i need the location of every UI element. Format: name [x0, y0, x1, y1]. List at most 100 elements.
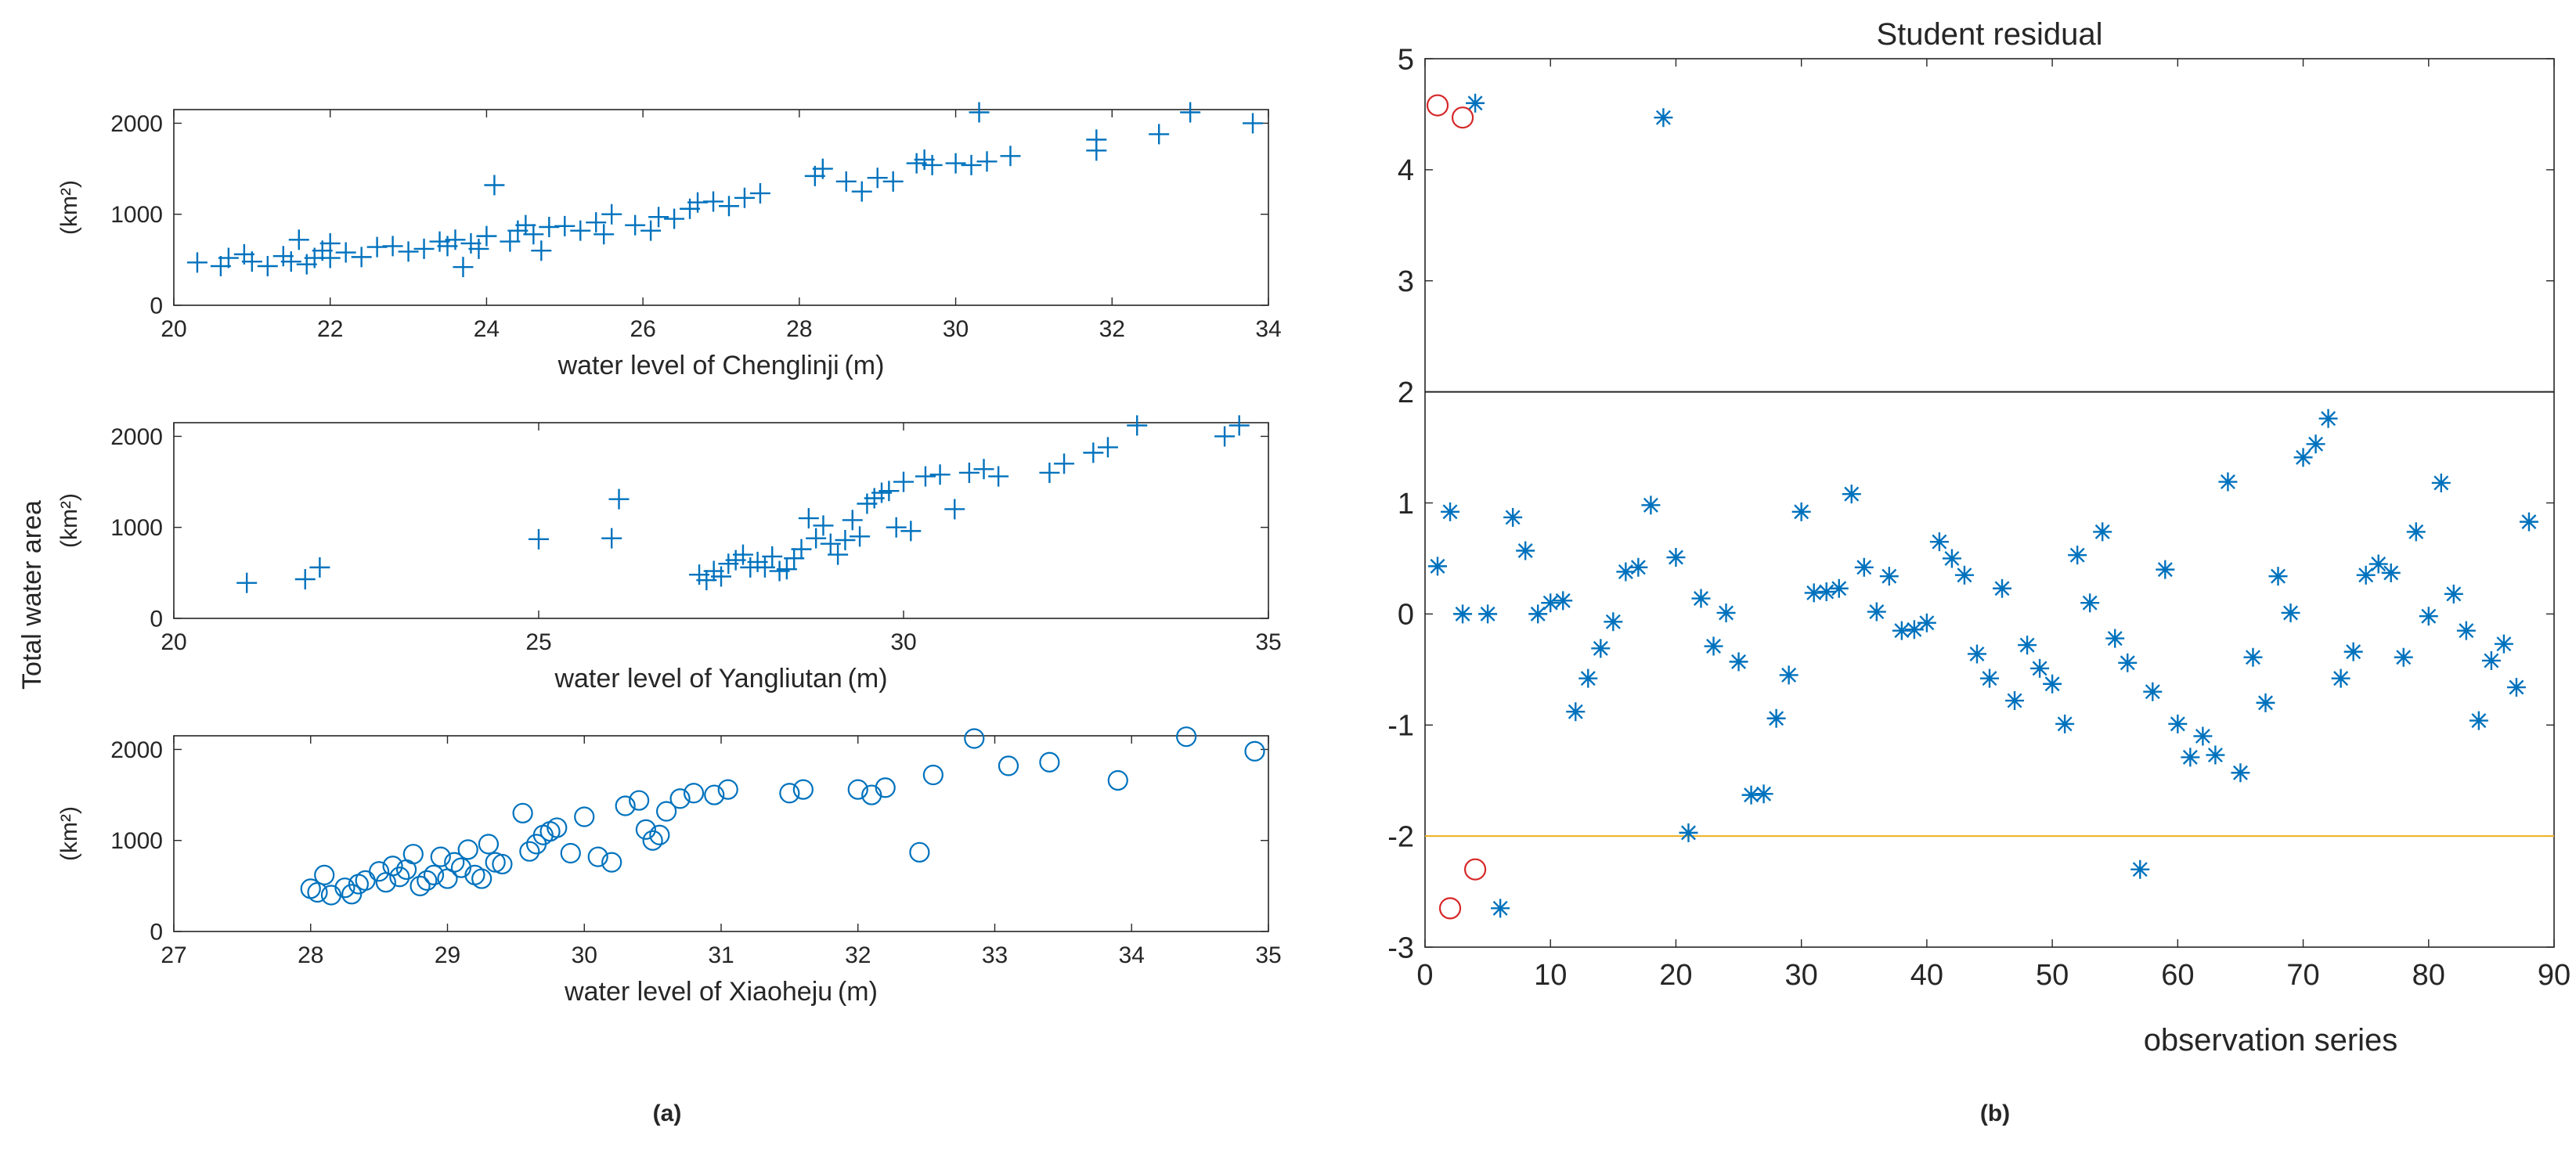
data-point — [1754, 784, 1773, 804]
y-tick-label: 3 — [1398, 265, 1414, 298]
data-point — [574, 806, 595, 827]
data-point — [958, 462, 980, 483]
data-point — [1180, 102, 1201, 123]
data-point — [1616, 562, 1636, 582]
data-point — [711, 566, 731, 587]
y-tick-label: 5 — [1398, 43, 1414, 76]
data-point — [1516, 541, 1535, 560]
outlier-point — [1451, 106, 1474, 129]
data-point — [762, 546, 783, 567]
data-point — [906, 153, 927, 174]
data-point — [413, 238, 435, 259]
data-point — [669, 788, 691, 809]
y-tick-label: -2 — [1387, 820, 1414, 853]
data-point — [382, 856, 403, 877]
outlier-point — [1426, 94, 1449, 117]
data-point — [1779, 665, 1799, 685]
data-point — [879, 481, 900, 502]
data-point — [704, 784, 725, 805]
data-point — [570, 220, 591, 241]
data-point — [847, 779, 868, 800]
data-point — [703, 191, 724, 212]
data-point — [893, 471, 914, 492]
x-tick-label: 26 — [630, 316, 655, 342]
x-tick-label: 31 — [708, 942, 734, 968]
data-point — [369, 861, 390, 882]
data-point — [945, 153, 966, 174]
data-point — [2181, 748, 2200, 767]
data-point — [2506, 678, 2526, 697]
x-tick-label: 50 — [2036, 959, 2069, 992]
x-tick-label: 32 — [1099, 316, 1125, 342]
data-point — [2331, 668, 2351, 688]
x-axis-label-yangliutan: water level of Yangliutan (m) — [554, 664, 887, 694]
data-point — [601, 852, 622, 873]
data-point — [792, 779, 814, 800]
data-point — [314, 864, 335, 886]
x-tick-label: 28 — [298, 942, 323, 968]
axes-box-yangliutan — [173, 422, 1269, 619]
data-point — [2268, 567, 2288, 586]
data-point — [1453, 604, 1473, 624]
data-point — [341, 884, 363, 905]
data-point — [1704, 636, 1723, 656]
data-point — [2406, 522, 2426, 542]
data-point — [587, 846, 608, 867]
data-point — [2156, 560, 2175, 579]
data-point — [1503, 507, 1523, 527]
data-point — [882, 171, 904, 192]
data-point — [294, 569, 316, 589]
data-point — [791, 539, 812, 560]
data-point — [417, 870, 438, 891]
data-point — [2394, 647, 2413, 667]
data-point — [554, 215, 575, 236]
outlier-point — [1463, 858, 1487, 881]
data-point — [307, 881, 328, 903]
data-point — [976, 151, 998, 172]
x-axis-label-xiaoheju: water level of Xiaoheju (m) — [564, 977, 878, 1007]
data-point — [664, 208, 685, 229]
data-point — [915, 466, 936, 487]
data-point — [1566, 702, 1586, 722]
data-point — [1867, 602, 1886, 622]
data-point — [1086, 129, 1107, 150]
data-point — [309, 557, 330, 578]
data-point — [2168, 714, 2188, 733]
data-point — [1967, 644, 1986, 664]
data-point — [460, 232, 482, 254]
data-point — [2243, 647, 2263, 667]
x-tick-label: 10 — [1534, 959, 1567, 992]
data-point — [828, 544, 849, 565]
data-point — [2318, 409, 2338, 428]
data-point — [2105, 629, 2125, 648]
data-point — [2431, 473, 2451, 492]
data-point — [468, 238, 489, 259]
data-point — [1691, 589, 1711, 608]
data-point — [851, 181, 872, 202]
data-point — [382, 236, 403, 257]
data-point — [2206, 745, 2225, 765]
x-tick-label: 30 — [1785, 959, 1818, 992]
data-point — [615, 795, 636, 816]
data-point — [1716, 603, 1736, 622]
data-point — [457, 839, 478, 860]
data-point — [776, 559, 797, 580]
data-point — [547, 817, 568, 838]
x-tick-label: 20 — [1659, 959, 1692, 992]
data-point — [2093, 522, 2112, 542]
data-point — [2118, 653, 2138, 672]
data-point — [998, 755, 1019, 776]
x-tick-label: 29 — [435, 942, 460, 968]
data-point — [512, 802, 533, 823]
chart-chenglinji: 20 22 24 26 28 30 32 34 0 1000 2000 water level of … — [56, 102, 1282, 380]
data-point — [2143, 682, 2163, 701]
data-point — [1879, 567, 1899, 586]
data-point — [749, 182, 770, 204]
x-tick-label: 34 — [1255, 316, 1281, 342]
data-point — [1892, 621, 1911, 640]
data-point — [2456, 621, 2476, 640]
data-point — [445, 229, 466, 250]
axes-box-chenglinji — [173, 109, 1269, 306]
data-point — [806, 528, 827, 549]
